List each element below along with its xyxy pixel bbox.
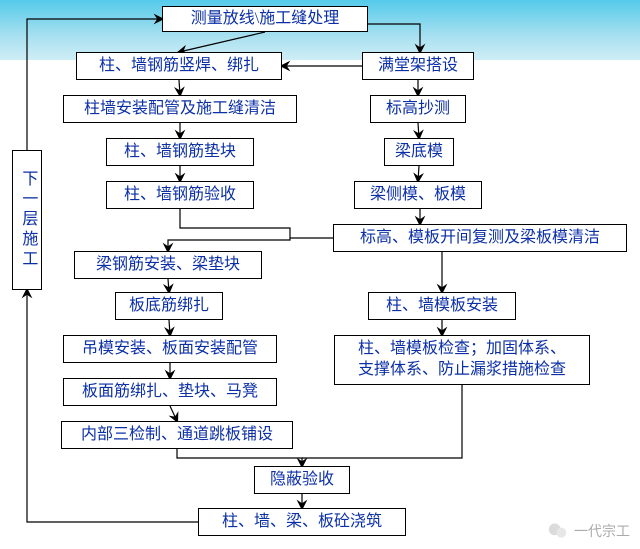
watermark: 一代宗工 [548,521,630,541]
node-n7: 柱、墙钢筋验收 [106,181,254,209]
node-n2: 满堂架搭设 [362,52,474,80]
node-n5: 柱、墙钢筋垫块 [106,138,254,166]
node-n1: 柱、墙钢筋竖焊、绑扎 [76,52,282,80]
node-n4: 标高抄测 [370,95,466,123]
node-n13: 吊模安装、板面安装配管 [63,335,277,363]
node-n3: 柱墙安装配管及施工缝清洁 [63,95,297,123]
node-n10: 梁钢筋安装、梁垫块 [74,251,262,279]
node-n12: 柱、墙模板安装 [368,292,516,320]
node-n11: 板底筋绑扎 [115,292,223,320]
node-nL: 下一层施工 [12,150,42,290]
node-n6: 梁底模 [384,138,454,166]
node-n9: 标高、模板开间复测及梁板模清洁 [333,224,627,252]
node-n15: 板面筋绑扎、垫块、马凳 [63,378,277,406]
wechat-icon [548,521,568,541]
node-n8: 梁侧模、板模 [354,181,482,209]
node-n0: 测量放线\施工缝处理 [162,6,368,32]
node-n18: 柱、墙、梁、板砼浇筑 [198,508,406,536]
watermark-text: 一代宗工 [574,521,630,541]
node-n14: 柱、墙模板检查；加固体系、 支撑体系、防止漏浆措施检查 [334,335,590,385]
node-n17: 隐蔽验收 [254,466,350,494]
node-n16: 内部三检制、通道跳板铺设 [61,421,293,449]
